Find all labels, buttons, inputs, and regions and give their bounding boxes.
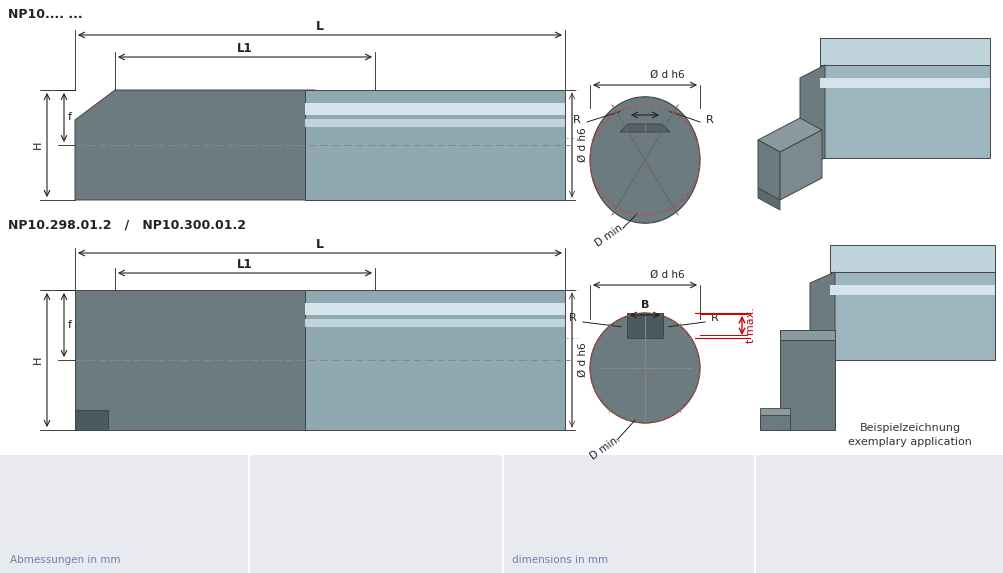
Polygon shape xyxy=(819,65,989,158)
Text: H: H xyxy=(33,141,43,149)
Text: D min.: D min. xyxy=(588,434,621,462)
Bar xyxy=(504,455,753,573)
Polygon shape xyxy=(829,245,994,272)
Text: B: B xyxy=(640,100,649,110)
Text: dimensions in mm: dimensions in mm xyxy=(512,555,608,565)
Polygon shape xyxy=(305,290,565,430)
Text: Ø d h6: Ø d h6 xyxy=(578,343,588,377)
Text: Ø d h6: Ø d h6 xyxy=(649,70,684,80)
Text: L1: L1 xyxy=(237,257,253,270)
Bar xyxy=(819,78,989,88)
Text: Ø d h6: Ø d h6 xyxy=(649,270,684,280)
Polygon shape xyxy=(757,118,821,152)
Text: R: R xyxy=(569,313,577,323)
Polygon shape xyxy=(757,188,779,210)
Bar xyxy=(0,455,248,573)
Text: NP10.298.01.2   /   NP10.300.01.2: NP10.298.01.2 / NP10.300.01.2 xyxy=(8,218,246,231)
Polygon shape xyxy=(75,290,315,430)
Text: f: f xyxy=(68,320,72,330)
Text: Abmessungen in mm: Abmessungen in mm xyxy=(10,555,120,565)
Polygon shape xyxy=(759,415,789,430)
Text: R: R xyxy=(710,313,718,323)
Bar xyxy=(755,455,1003,573)
Polygon shape xyxy=(757,140,779,200)
Bar xyxy=(250,455,502,573)
Ellipse shape xyxy=(590,97,699,223)
Bar xyxy=(305,103,565,115)
Text: H: H xyxy=(33,356,43,364)
Bar xyxy=(829,285,994,295)
Polygon shape xyxy=(819,38,989,65)
Polygon shape xyxy=(779,330,834,340)
Bar xyxy=(305,303,565,315)
Text: f: f xyxy=(68,112,72,122)
Text: B: B xyxy=(640,300,649,310)
Polygon shape xyxy=(620,124,669,132)
Text: Ø d h6: Ø d h6 xyxy=(578,128,588,162)
Text: R: R xyxy=(573,115,581,125)
Polygon shape xyxy=(829,272,994,360)
Polygon shape xyxy=(809,272,834,370)
Polygon shape xyxy=(779,340,834,430)
Text: Beispielzeichnung: Beispielzeichnung xyxy=(859,423,960,433)
Polygon shape xyxy=(799,65,824,168)
Text: D min.: D min. xyxy=(593,221,626,249)
Text: R: R xyxy=(705,115,713,125)
Circle shape xyxy=(590,313,699,423)
Text: L: L xyxy=(316,19,324,33)
Bar xyxy=(305,319,565,327)
Polygon shape xyxy=(305,90,565,200)
Polygon shape xyxy=(779,130,821,200)
Polygon shape xyxy=(75,410,108,430)
Polygon shape xyxy=(759,408,789,415)
Text: L: L xyxy=(316,237,324,250)
Bar xyxy=(627,313,662,338)
Text: exemplary application: exemplary application xyxy=(848,437,971,447)
Text: NP10.... ...: NP10.... ... xyxy=(8,7,82,21)
Text: t max.: t max. xyxy=(745,307,755,343)
Bar xyxy=(305,119,565,127)
Polygon shape xyxy=(75,90,315,200)
Text: L1: L1 xyxy=(237,41,253,54)
